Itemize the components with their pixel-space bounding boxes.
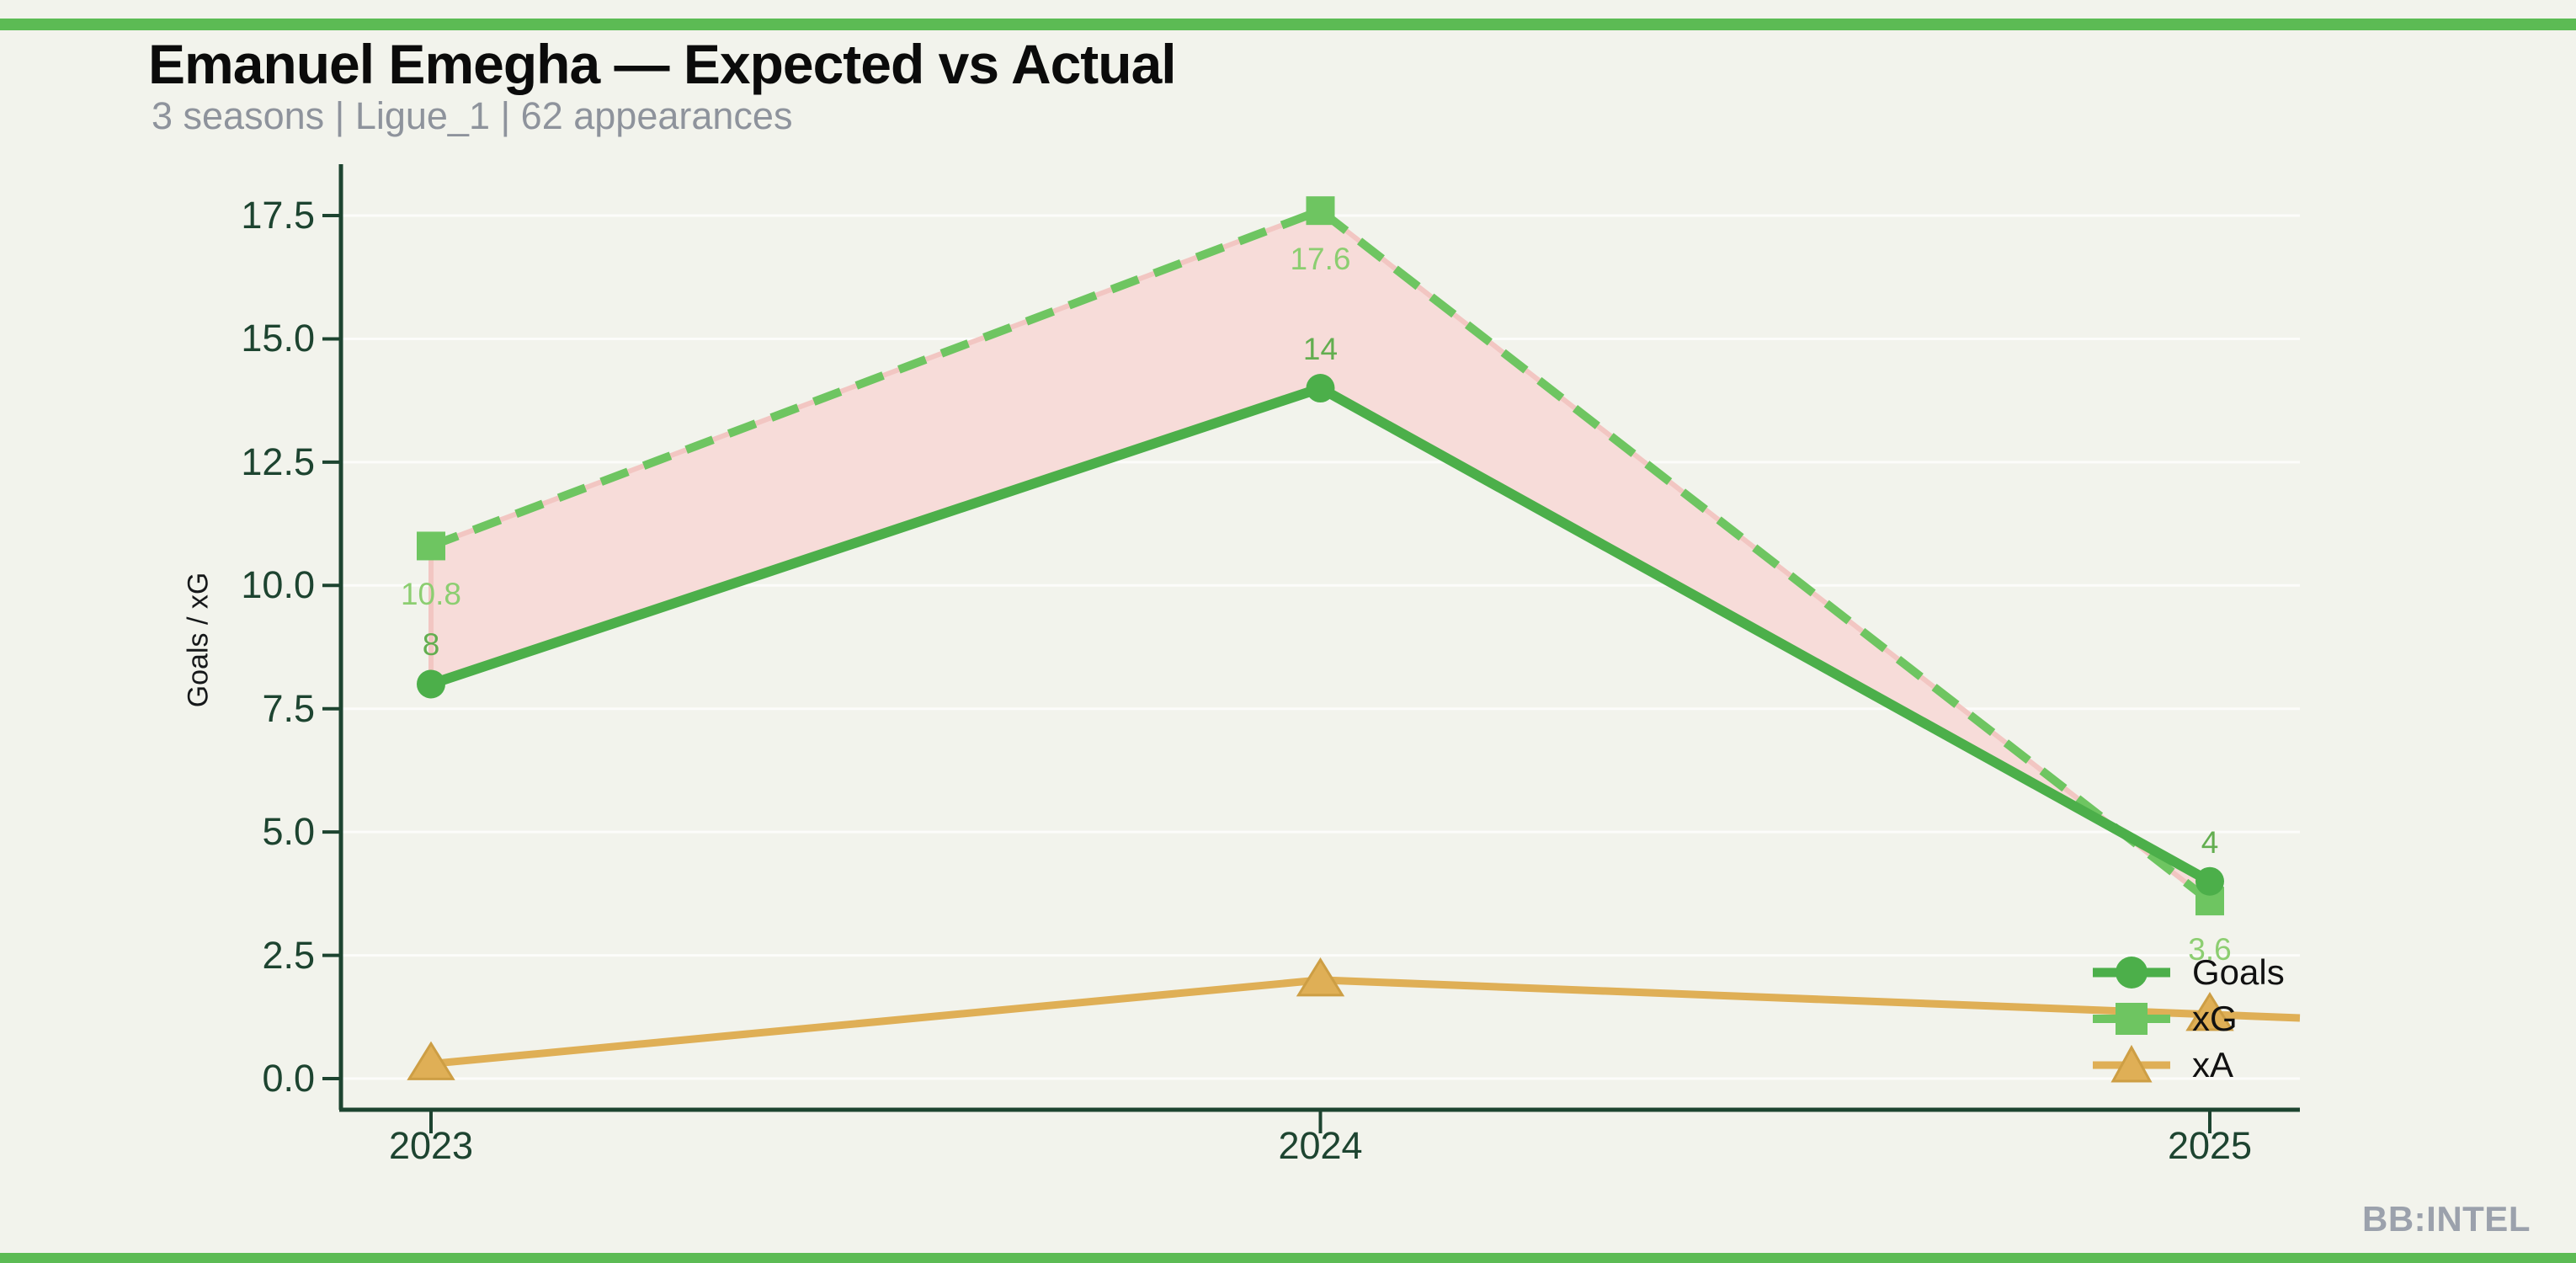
data-label-xg: 17.6 xyxy=(1290,242,1351,277)
legend-item-goals: Goals xyxy=(2091,949,2563,996)
y-tick-label: 15.0 xyxy=(241,317,315,360)
xa-line-triangle-icon xyxy=(2093,1044,2170,1083)
y-tick-label: 12.5 xyxy=(241,440,315,483)
legend-label-xa: xA xyxy=(2192,1045,2234,1084)
data-label-goals: 14 xyxy=(1302,332,1339,367)
legend-item-xa: xA xyxy=(2091,1042,2563,1089)
top-accent-bar xyxy=(0,19,2576,30)
legend-label-goals: Goals xyxy=(2192,952,2285,992)
y-tick-label: 5.0 xyxy=(262,810,315,854)
y-tick-label: 0.0 xyxy=(262,1057,315,1100)
y-tick-label: 10.0 xyxy=(241,563,315,607)
bottom-accent-bar xyxy=(0,1253,2576,1263)
x-tick-label: 2023 xyxy=(388,1124,474,1167)
goals-line-circle-icon xyxy=(2093,957,2170,989)
xg-line-square-icon xyxy=(2093,1003,2170,1035)
watermark-logo: BB:INTEL xyxy=(2362,1199,2531,1239)
page-title: Emanuel Emegha — Expected vs Actual xyxy=(148,33,1177,95)
legend-item-xg: xG xyxy=(2091,995,2563,1042)
x-tick-label: 2025 xyxy=(2167,1124,2253,1167)
data-label-xg: 10.8 xyxy=(400,577,461,612)
data-label-goals: 4 xyxy=(2201,824,2219,860)
data-label-goals: 8 xyxy=(422,627,440,663)
y-tick-label: 17.5 xyxy=(241,194,315,237)
data-label-xg: 3.6 xyxy=(2188,932,2232,967)
y-tick-label: 7.5 xyxy=(262,686,315,730)
x-tick-label: 2024 xyxy=(1278,1124,1363,1167)
y-tick-label: 2.5 xyxy=(262,933,315,977)
page-subtitle: 3 seasons | Ligue_1 | 62 appearances xyxy=(152,94,793,137)
legend-label-xg: xG xyxy=(2192,999,2238,1038)
